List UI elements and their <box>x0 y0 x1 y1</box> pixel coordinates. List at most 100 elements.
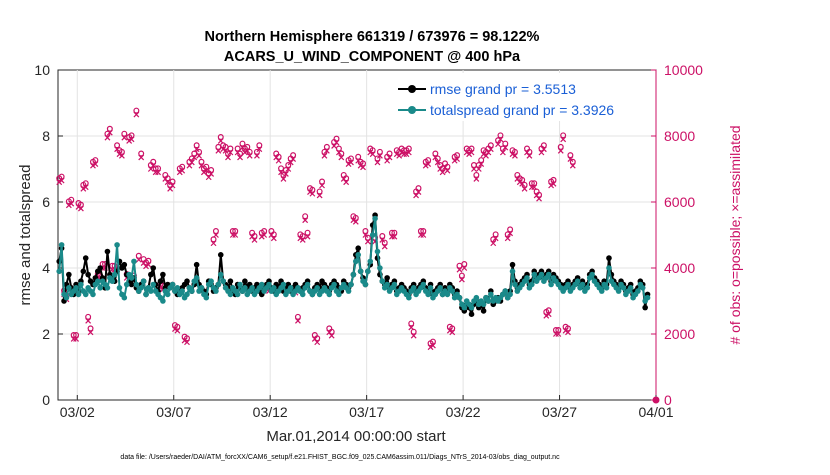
obs-assimilated-stroke <box>191 154 198 161</box>
totalspread-point <box>384 281 390 288</box>
obs-possible-marker <box>536 191 543 198</box>
totalspread-point <box>365 268 371 275</box>
obs-possible-marker <box>369 147 376 154</box>
obs-possible-marker <box>564 325 571 332</box>
obs-assimilated-marker <box>550 180 557 187</box>
obs-possible-marker <box>478 157 485 164</box>
obs-assimilated-marker <box>213 232 219 238</box>
y-tick-label-left: 2 <box>42 326 50 342</box>
obs-assimilated-marker <box>410 332 417 339</box>
obs-possible-marker <box>391 229 398 236</box>
totalspread-point <box>449 288 456 294</box>
obs-possible-marker <box>475 162 482 169</box>
obs-assimilated-marker <box>415 189 422 196</box>
obs-possible-marker <box>152 165 159 172</box>
obs-assimilated-stroke <box>512 152 518 159</box>
obs-assimilated-stroke <box>121 134 128 141</box>
obs-possible-marker <box>521 181 528 188</box>
obs-possible-marker <box>569 158 576 165</box>
obs-assimilated-stroke <box>545 311 552 318</box>
obs-assimilated-marker <box>167 185 174 192</box>
totalspread-point <box>410 285 417 291</box>
totalspread-point <box>184 291 190 298</box>
y-tick-label-left: 4 <box>42 260 50 276</box>
obs-assimilated-stroke <box>540 146 547 153</box>
totalspread-point <box>237 281 243 288</box>
obs-possible-marker <box>408 320 415 327</box>
obs-assimilated-marker <box>449 329 456 336</box>
obs-assimilated-stroke <box>499 149 506 156</box>
obs-assimilated-marker <box>454 156 460 163</box>
obs-assimilated-stroke <box>215 147 222 154</box>
totalspread-point <box>606 265 612 271</box>
obs-possible-marker <box>552 327 559 334</box>
obs-assimilated-stroke <box>208 171 215 177</box>
obs-assimilated-marker <box>118 152 125 159</box>
rmse-point <box>66 271 72 278</box>
obs-assimilated-stroke <box>225 154 231 161</box>
totalspread-point <box>148 288 154 294</box>
totalspread-point <box>58 242 65 248</box>
obs-possible-marker <box>468 145 475 152</box>
obs-assimilated-stroke <box>174 327 181 334</box>
rmse-point <box>82 255 89 261</box>
x-tick-label: 03/22 <box>446 404 481 420</box>
totalspread-point <box>116 285 123 291</box>
obs-assimilated-marker <box>360 164 366 171</box>
totalspread-point <box>114 242 120 248</box>
obs-assimilated-stroke <box>487 146 494 153</box>
obs-assimilated-marker <box>227 149 234 156</box>
obs-assimilated-marker <box>198 162 205 169</box>
obs-assimilated-marker <box>521 185 528 192</box>
totalspread-point <box>66 285 72 291</box>
totalspread-point <box>280 281 287 288</box>
obs-possible-marker <box>138 150 145 157</box>
obs-assimilated-stroke <box>413 192 420 199</box>
obs-assimilated-marker <box>538 149 545 156</box>
obs-assimilated-marker <box>352 218 359 225</box>
obs-possible-marker <box>386 150 393 157</box>
obs-possible-marker <box>244 143 251 150</box>
obs-assimilated-stroke <box>483 152 489 159</box>
obs-assimilated-marker <box>495 141 501 148</box>
obs-assimilated-marker <box>164 179 171 186</box>
obs-assimilated-marker <box>328 332 335 339</box>
obs-possible-marker <box>381 239 388 246</box>
obs-assimilated-stroke <box>68 200 75 207</box>
obs-assimilated-marker <box>270 235 277 242</box>
totalspread-point <box>287 285 294 291</box>
data-file-footer: data file: /Users/raeder/DAI/ATM_forcXX/… <box>120 454 560 461</box>
totalspread-point <box>345 288 352 294</box>
obs-assimilated-stroke <box>458 276 465 283</box>
obs-assimilated-stroke <box>454 156 460 163</box>
obs-possible-marker <box>376 148 383 155</box>
obs-assimilated-stroke <box>133 111 140 118</box>
obs-assimilated-stroke <box>504 235 511 242</box>
y-tick-label-right: 4000 <box>664 260 695 276</box>
totalspread-point <box>350 271 357 278</box>
obs-possible-marker <box>555 327 562 334</box>
obs-assimilated-marker <box>348 159 354 166</box>
obs-assimilated-marker <box>492 235 499 242</box>
obs-assimilated-marker <box>396 152 403 159</box>
obs-assimilated-marker <box>184 339 190 346</box>
totalspread-point <box>326 291 333 298</box>
rmse-point <box>217 252 224 258</box>
obs-assimilated-stroke <box>147 166 154 172</box>
obs-assimilated-marker <box>138 154 145 161</box>
totalspread-point <box>97 285 103 291</box>
obs-assimilated-marker <box>458 276 465 283</box>
totalspread-point <box>299 291 306 298</box>
obs-possible-marker <box>87 325 94 332</box>
rmse-point <box>148 271 154 278</box>
obs-possible-marker <box>540 142 547 149</box>
obs-assimilated-marker <box>215 147 222 154</box>
totalspread-point <box>545 271 552 278</box>
obs-possible-marker <box>333 135 340 142</box>
obs-possible-marker <box>104 130 111 137</box>
totalspread-point <box>193 275 200 281</box>
obs-possible-marker <box>58 173 65 180</box>
obs-assimilated-stroke <box>374 159 381 166</box>
totalspread-point <box>179 288 185 294</box>
obs-assimilated-stroke <box>492 235 499 242</box>
